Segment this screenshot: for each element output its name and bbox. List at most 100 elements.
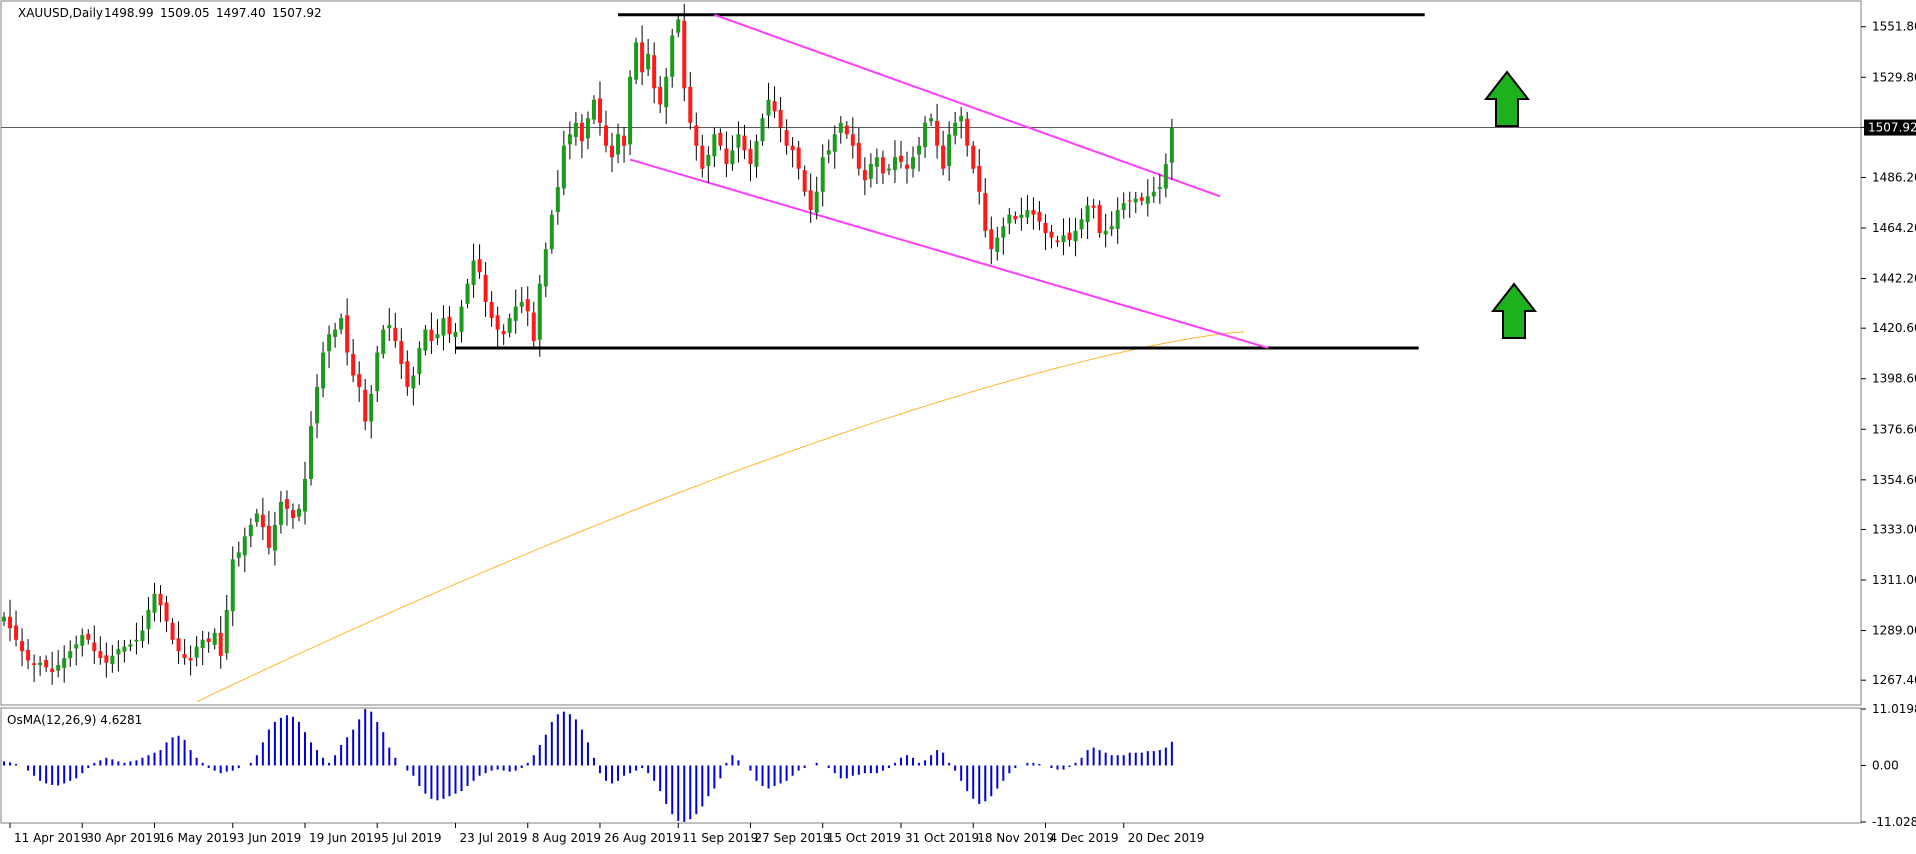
price-tick-label: 1333.00: [1872, 522, 1916, 536]
candle-up: [453, 331, 458, 337]
osma-histogram: [3, 709, 1173, 822]
trend-arrows: [1483, 70, 1538, 339]
candle-up: [1007, 214, 1012, 224]
candle-up: [573, 122, 578, 138]
candle-up: [911, 157, 916, 169]
candle-down: [489, 301, 494, 319]
candle-up: [309, 426, 314, 479]
candle-up: [616, 134, 621, 155]
candle-up: [838, 122, 843, 133]
candle-up: [953, 122, 958, 136]
price-axis: 1551.801529.801508.001486.201464.201442.…: [1861, 20, 1916, 687]
candle-up: [1157, 187, 1162, 189]
candle-up: [766, 99, 771, 116]
candle-up: [110, 655, 115, 665]
candle-up: [1085, 205, 1090, 223]
candle-down: [26, 649, 31, 661]
candle-up: [567, 134, 572, 145]
candle-up: [224, 609, 229, 654]
price-pane: XAUUSD,Daily 1498.99 1509.05 1497.40 150…: [0, 0, 1916, 706]
candle-down: [941, 145, 946, 169]
candle-down: [1031, 210, 1036, 215]
candle-up: [152, 593, 157, 613]
candle-up: [248, 524, 253, 537]
price-tick-label: 1311.00: [1872, 573, 1916, 587]
candle-up: [670, 35, 675, 77]
candle-up: [1073, 230, 1078, 242]
candle-up: [628, 76, 633, 145]
candle-up: [62, 658, 67, 668]
candle-down: [880, 157, 885, 174]
candle-up: [128, 644, 133, 647]
candle-up: [230, 559, 235, 612]
candle-up: [435, 334, 440, 339]
candle-down: [604, 125, 608, 146]
time-tick-label: 3 Jun 2019: [237, 831, 302, 845]
moving-average-layer: [196, 331, 1245, 703]
candle-up: [417, 347, 422, 375]
candle-down: [898, 155, 903, 162]
candle-up: [832, 134, 837, 152]
lower-arrow-icon: [1490, 282, 1538, 339]
candle-up: [1103, 230, 1108, 235]
candle-down: [104, 655, 109, 663]
candle-down: [206, 638, 211, 643]
candle-up: [122, 646, 127, 652]
candle-up: [1121, 203, 1126, 211]
candle-up: [947, 134, 952, 166]
candle-up: [278, 501, 283, 525]
price-pane-border: [0, 0, 1862, 706]
candle-down: [935, 120, 940, 146]
candle-up: [1133, 198, 1138, 203]
time-tick-label: 23 Jul 2019: [460, 831, 528, 845]
price-tick-label: 1551.80: [1872, 20, 1916, 34]
candle-up: [923, 122, 928, 148]
candle-up: [760, 118, 765, 142]
candle-up: [507, 318, 512, 333]
candle-up: [212, 632, 217, 645]
candle-down: [182, 653, 187, 659]
candle-up: [1061, 235, 1066, 243]
time-tick-label: 20 Dec 2019: [1128, 831, 1205, 845]
candle-down: [658, 86, 663, 105]
candle-down: [856, 142, 861, 169]
price-tick-label: 1376.60: [1872, 422, 1916, 436]
time-tick-label: 5 Jul 2019: [381, 831, 441, 845]
ohlc-low: 1497.40: [216, 6, 266, 20]
candle-up: [423, 329, 428, 351]
candle-down: [808, 190, 813, 211]
candle-up: [381, 329, 386, 354]
candle-up: [754, 141, 759, 167]
price-tick-label: 1398.60: [1872, 372, 1916, 386]
candle-down: [1091, 205, 1096, 208]
candle-up: [74, 644, 79, 649]
time-tick-label: 4 Dec 2019: [1049, 831, 1118, 845]
candle-down: [778, 109, 783, 128]
candle-up: [543, 249, 548, 287]
candle-up: [646, 53, 651, 70]
candle-down: [1067, 232, 1072, 240]
price-tick-label: 1267.40: [1872, 673, 1916, 687]
candle-up: [995, 237, 1000, 252]
price-tick-label: 1420.60: [1872, 321, 1916, 335]
candle-down: [399, 341, 404, 365]
candle-up: [80, 635, 85, 646]
candle-down: [579, 122, 584, 142]
candle-up: [321, 352, 326, 389]
candle-up: [706, 154, 711, 166]
candle-up: [886, 168, 891, 171]
candle-up: [459, 306, 464, 332]
candle-down: [531, 312, 536, 342]
price-tick-label: 1354.60: [1872, 473, 1916, 487]
time-tick-label: 8 Aug 2019: [532, 831, 601, 845]
time-tick-label: 11 Sep 2019: [682, 831, 758, 845]
candle-down: [796, 147, 801, 169]
candle-down: [405, 361, 410, 388]
candle-up: [561, 145, 566, 189]
candle-down: [724, 148, 729, 165]
candle-up: [146, 609, 151, 630]
time-tick-label: 16 May 2019: [159, 831, 237, 845]
candle-down: [158, 593, 163, 606]
